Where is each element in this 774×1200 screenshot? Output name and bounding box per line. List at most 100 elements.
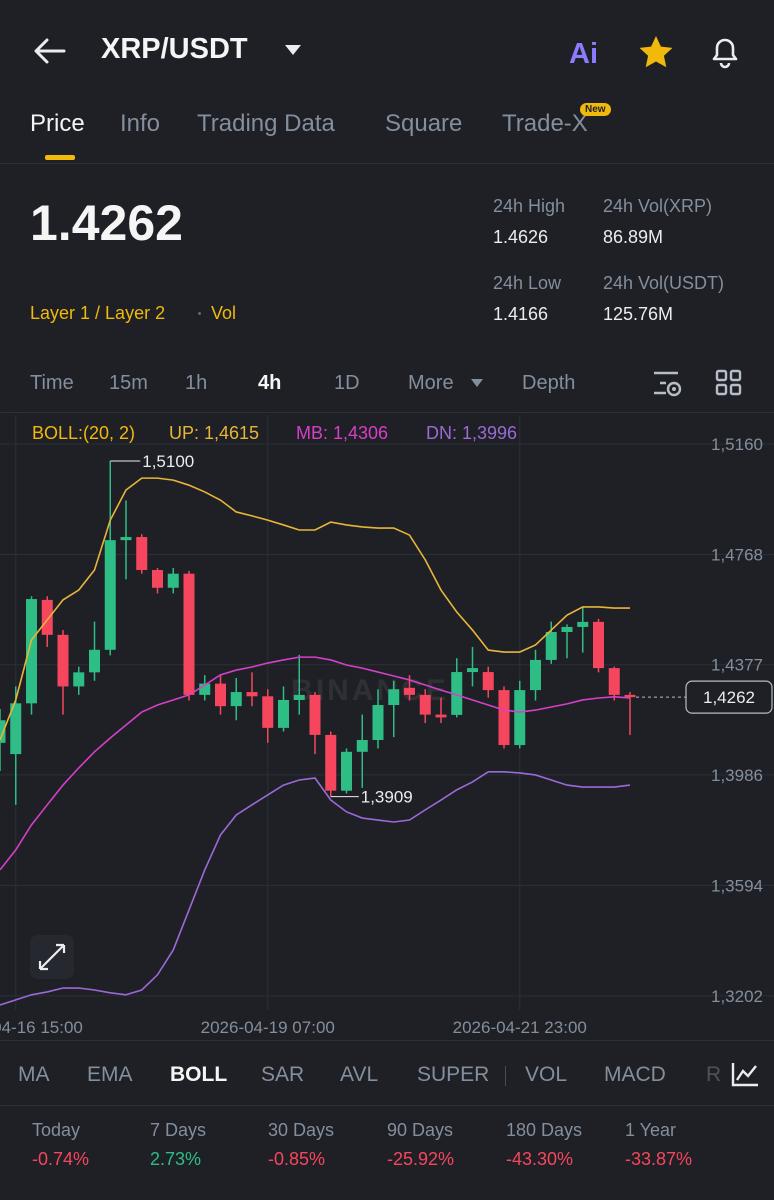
candle-body bbox=[215, 683, 226, 707]
period-change: -33.87% bbox=[625, 1149, 693, 1169]
favorite-star[interactable] bbox=[637, 34, 675, 70]
candle-body bbox=[183, 573, 195, 695]
back-button[interactable] bbox=[32, 36, 68, 66]
indicator[interactable]: SAR bbox=[261, 1063, 305, 1086]
period-label: 1 Year bbox=[625, 1120, 677, 1140]
last-price-label: 1,4262 bbox=[703, 688, 755, 707]
tag[interactable]: Layer 1 / Layer 2 bbox=[30, 303, 166, 323]
tab[interactable]: Info bbox=[120, 110, 161, 137]
tab[interactable]: Square bbox=[385, 110, 463, 137]
stat-label: 24h Vol(USDT) bbox=[603, 273, 725, 293]
stat-label: 24h High bbox=[493, 196, 566, 216]
x-tick-label: 2026-04-19 07:00 bbox=[201, 1018, 335, 1037]
legend-entry: UP: 1,4615 bbox=[169, 423, 259, 443]
indicator[interactable]: MACD bbox=[604, 1063, 666, 1086]
indicator[interactable]: EMA bbox=[87, 1063, 133, 1086]
timeframe[interactable]: 15m bbox=[109, 372, 148, 394]
period-label: 90 Days bbox=[387, 1120, 454, 1140]
stat-value: 125.76M bbox=[603, 304, 674, 324]
indicator[interactable]: BOLL bbox=[170, 1063, 228, 1086]
expand-icon bbox=[38, 943, 66, 971]
notification-bell[interactable] bbox=[706, 32, 744, 70]
timeframe[interactable]: Time bbox=[30, 372, 74, 394]
y-tick-label: 1,4377 bbox=[711, 656, 763, 675]
period-change: -43.30% bbox=[506, 1149, 574, 1169]
candle-body bbox=[419, 694, 431, 715]
candle-body bbox=[577, 621, 589, 627]
candle-body bbox=[136, 537, 148, 571]
candle-body bbox=[262, 696, 274, 728]
tag[interactable]: Vol bbox=[211, 303, 237, 323]
layout-grid-icon[interactable] bbox=[715, 369, 743, 397]
timeframe[interactable]: More bbox=[408, 372, 454, 394]
candle-body bbox=[89, 649, 100, 673]
candle-body bbox=[341, 751, 352, 791]
candle-body bbox=[451, 672, 463, 715]
ai-button[interactable]: Ai bbox=[569, 38, 598, 70]
boll-band-line bbox=[0, 477, 630, 741]
x-tick-label: 2026-04-21 23:00 bbox=[453, 1018, 587, 1037]
timeframe[interactable]: 1h bbox=[185, 372, 208, 394]
last-price-box bbox=[685, 680, 773, 714]
chart-settings-icon[interactable] bbox=[652, 369, 684, 399]
boll-band-line bbox=[0, 771, 631, 1006]
y-tick-label: 1,4768 bbox=[711, 546, 763, 565]
min-marker-label: 1,3909 bbox=[361, 788, 413, 807]
period-label: 180 Days bbox=[506, 1120, 583, 1140]
indicator[interactable]: VOL bbox=[525, 1063, 568, 1086]
y-tick-label: 1,3594 bbox=[711, 876, 763, 895]
legend-entry: MB: 1,4306 bbox=[296, 423, 388, 443]
period-label: 30 Days bbox=[268, 1120, 335, 1140]
indicator[interactable]: AVL bbox=[340, 1063, 379, 1086]
tab[interactable]: Trading Data bbox=[197, 110, 335, 137]
y-tick-label: 1,3202 bbox=[711, 987, 763, 1006]
tab[interactable]: Price bbox=[30, 110, 85, 137]
candle-body bbox=[514, 690, 526, 746]
period-label: Today bbox=[32, 1120, 81, 1140]
separator bbox=[505, 1066, 506, 1086]
period-label: 7 Days bbox=[150, 1120, 207, 1140]
legend-entry: DN: 1,3996 bbox=[426, 423, 517, 443]
candle-body bbox=[309, 694, 321, 735]
candle-body bbox=[482, 672, 494, 691]
candle-body bbox=[199, 683, 211, 695]
divider bbox=[0, 1105, 774, 1106]
candle-body bbox=[120, 537, 132, 541]
candle-body bbox=[356, 739, 368, 752]
indicator[interactable]: MA bbox=[18, 1063, 50, 1086]
candle-body bbox=[10, 703, 22, 755]
stat-value: 1.4626 bbox=[493, 227, 549, 247]
timeframe[interactable]: Depth bbox=[522, 372, 576, 394]
candle-body bbox=[561, 626, 573, 633]
timeframe[interactable]: 4h bbox=[258, 372, 282, 394]
candle-body bbox=[435, 714, 447, 718]
stat-label: 24h Vol(XRP) bbox=[603, 196, 713, 216]
timeframe[interactable]: 1D bbox=[334, 372, 360, 394]
period-change: -0.74% bbox=[32, 1149, 90, 1169]
candle-body bbox=[404, 687, 415, 695]
period-change: -25.92% bbox=[387, 1149, 455, 1169]
y-tick-label: 1,3986 bbox=[711, 766, 763, 785]
divider bbox=[0, 412, 774, 413]
period-change: -0.85% bbox=[268, 1149, 326, 1169]
active-tab-indicator bbox=[45, 155, 75, 160]
candle-body bbox=[73, 672, 85, 687]
candle-body bbox=[608, 668, 620, 695]
candle-body bbox=[278, 699, 289, 728]
candle-body bbox=[293, 694, 305, 700]
candle-body bbox=[230, 692, 242, 707]
last-price: 1.4262 bbox=[30, 195, 183, 251]
indicator-settings-icon[interactable] bbox=[730, 1060, 760, 1088]
pair-dropdown[interactable] bbox=[284, 44, 302, 56]
tag-separator bbox=[198, 312, 201, 315]
x-tick-label: 2026-04-16 15:00 bbox=[0, 1018, 83, 1037]
max-marker-label: 1,5100 bbox=[142, 452, 194, 471]
indicator[interactable]: SUPER bbox=[417, 1063, 490, 1086]
candle-body bbox=[26, 599, 37, 704]
tab[interactable]: Trade-X bbox=[502, 110, 588, 137]
pair-title[interactable]: XRP/USDT bbox=[101, 33, 248, 65]
more-caret bbox=[471, 379, 483, 387]
candle-body bbox=[372, 705, 384, 740]
candle-body bbox=[41, 599, 53, 635]
